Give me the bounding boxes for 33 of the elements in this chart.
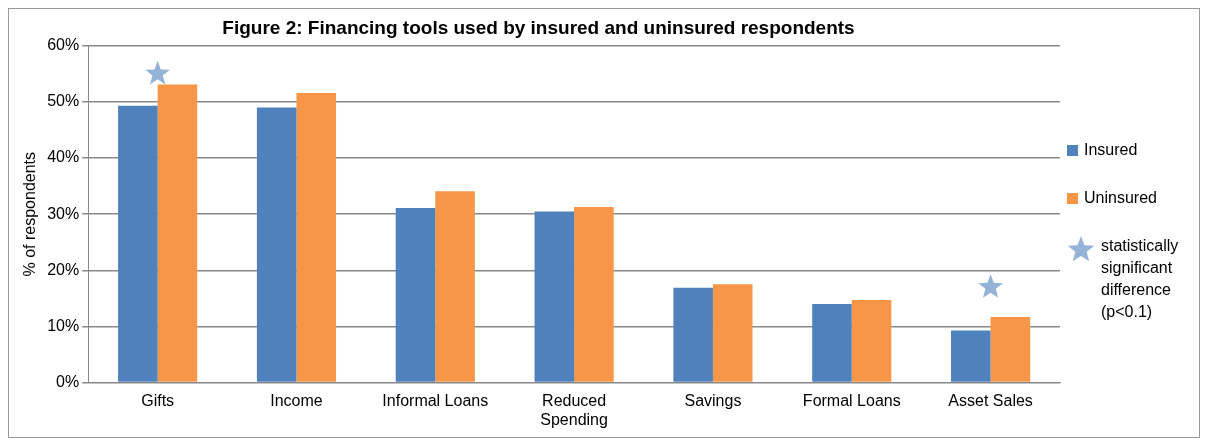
bar: [395, 208, 436, 382]
x-tick-label: Informal Loans: [382, 391, 489, 409]
bar: [435, 191, 475, 382]
bar: [574, 206, 614, 382]
y-tick-label: 40%: [47, 148, 80, 166]
bar: [990, 316, 1031, 382]
bar: [951, 330, 991, 382]
bar: [296, 92, 337, 382]
bar: [157, 84, 198, 382]
y-tick-label: 10%: [47, 316, 80, 334]
y-tick-label: 20%: [47, 260, 80, 278]
x-tick-label: Income: [270, 391, 323, 409]
y-tick-label: 30%: [47, 204, 80, 222]
legend-label: Insured: [1084, 140, 1138, 160]
y-tick-label: 0%: [56, 373, 80, 391]
bar: [712, 284, 753, 382]
x-tick-label: Formal Loans: [802, 391, 901, 409]
x-tick-label: Gifts: [141, 391, 175, 409]
bar: [118, 105, 158, 382]
x-tick-label: Savings: [684, 391, 742, 409]
bar: [256, 107, 297, 382]
bar: [534, 211, 575, 382]
y-axis-title: % of respondents: [21, 151, 39, 277]
legend-label: statistically significant difference (p<0.1): [1101, 236, 1180, 322]
bar: [851, 300, 892, 382]
y-tick-label: 60%: [47, 36, 80, 54]
legend-label: Uninsured: [1084, 188, 1157, 208]
bar: [812, 304, 852, 382]
chart-title: Figure 2: Financing tools used by insured and uninsured respondents: [222, 16, 855, 38]
x-tick-label: Reduced Spending: [540, 391, 608, 428]
y-tick-label: 50%: [47, 92, 80, 110]
bar: [673, 287, 713, 382]
x-tick-label: Asset Sales: [948, 391, 1033, 409]
